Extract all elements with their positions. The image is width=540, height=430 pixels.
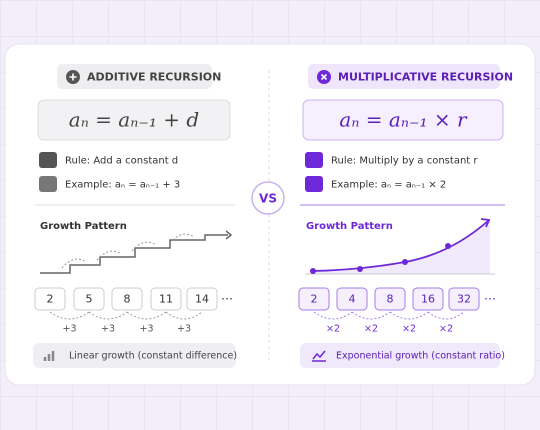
staircase [40,234,228,274]
sequence-value: 5 [86,293,93,306]
sequence-box [111,287,143,311]
sequence-value: 2 [311,293,318,306]
footer: Linear growth (constant difference) [69,351,237,362]
footer: Exponential growth (constant ratio) [336,351,505,362]
header: ADDITIVE RECURSION [87,71,221,84]
step-label: ×2 [326,324,340,335]
step-arc [88,311,128,320]
step-label: +3 [62,324,76,335]
formula-box [37,99,231,141]
sequence-box [34,287,66,311]
sequence-box [298,287,330,311]
sequence-value: 8 [124,293,131,306]
stair-arrow [225,230,233,240]
step-label: +3 [139,324,153,335]
step-arc [351,311,391,320]
sequence-box [448,287,480,311]
step-arc [389,311,429,320]
times-glyph [320,73,328,81]
sequence-box [374,287,406,311]
bars-icon [43,351,55,361]
plus-glyph [69,73,77,81]
sequence-box [336,287,368,311]
curve-arrow [480,218,491,228]
sequence-value: 8 [387,293,394,306]
header-pill [57,64,212,89]
rule: Rule: Add a constant d [65,156,178,167]
trend-icon [312,350,326,362]
step-label: +3 [101,324,115,335]
growth-title: Growth Pattern [40,221,127,232]
footer-pill [300,343,500,368]
header: MULTIPLICATIVE RECURSION [338,71,513,84]
sequence-box [73,287,105,311]
vs-badge [251,181,285,215]
step-label: ×2 [364,324,378,335]
formula: aₙ = aₙ₋₁ + d [69,108,199,132]
curve-points [310,243,451,274]
sequence-value: 14 [195,293,209,306]
sequence-value: 32 [457,293,471,306]
step-label: ×2 [402,324,416,335]
rule: Rule: Multiply by a constant r [331,156,478,167]
rule-icon [39,152,57,168]
step-arc [49,311,90,320]
formula-box [302,99,504,141]
formula: aₙ = aₙ₋₁ × r [339,108,468,132]
vs-label: VS [259,192,277,206]
step-arc [313,311,353,320]
rule-icon [305,152,323,168]
example-icon [39,176,57,192]
sequence-value: 2 [47,293,54,306]
growth-title: Growth Pattern [306,221,393,232]
step-label: ×2 [439,324,453,335]
example: Example: aₙ = aₙ₋₁ + 3 [65,180,180,191]
sequence-value: 4 [349,293,356,306]
footer-pill [33,343,236,368]
curve-area [313,220,490,274]
step-arc [126,311,167,320]
step-label: +3 [177,324,191,335]
example-icon [305,176,323,192]
ellipsis: ⋯ [221,292,233,306]
sequence-box [150,287,182,311]
sequence-box [186,287,218,311]
sequence-value: 11 [159,293,173,306]
ellipsis: ⋯ [484,292,496,306]
sequence-value: 16 [421,293,435,306]
example: Example: aₙ = aₙ₋₁ × 2 [331,180,446,191]
sequence-box [412,287,444,311]
header-pill [308,64,500,89]
